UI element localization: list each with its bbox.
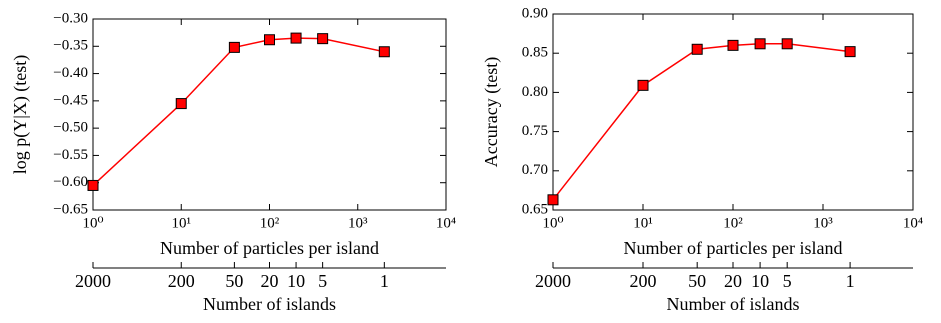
x2-tick-label: 1 [380, 271, 389, 291]
y-tick-label: 0.75 [522, 123, 548, 139]
x-tick-label: 10⁰ [82, 215, 103, 231]
x2-tick-label: 2000 [535, 271, 571, 291]
y-axis-label: log p(Y|X) (test) [10, 55, 31, 175]
data-marker [317, 33, 329, 45]
y-tick-label: −0.40 [53, 65, 88, 81]
x2-tick-label: 200 [168, 271, 195, 291]
x2-tick-label: 10 [287, 271, 305, 291]
data-marker [691, 43, 703, 55]
data-marker [844, 46, 856, 58]
y-tick-label: 0.70 [522, 162, 548, 178]
x-tick-label: 10³ [348, 215, 368, 231]
x-tick-label: 10² [260, 215, 280, 231]
x2-tick-label: 50 [225, 271, 243, 291]
x2-tick-label: 50 [688, 271, 706, 291]
data-marker [754, 38, 766, 50]
y-tick-label: −0.35 [53, 38, 88, 54]
x-tick-label: 10⁴ [903, 215, 923, 231]
y-tick-label: 0.65 [522, 201, 548, 217]
x2-axis-label: Number of islands [203, 294, 336, 314]
x2-tick-label: 20 [724, 271, 742, 291]
y-tick-label: 0.85 [522, 45, 548, 61]
x2-axis-label: Number of islands [667, 294, 800, 314]
y-tick-label: −0.45 [53, 92, 88, 108]
data-marker [290, 32, 302, 44]
x-tick-label: 10³ [813, 215, 833, 231]
data-marker [87, 179, 99, 191]
x2-tick-label: 5 [783, 271, 792, 291]
y-tick-label: −0.30 [53, 10, 88, 26]
data-line [92, 37, 385, 186]
data-marker [781, 38, 793, 50]
y-tick-label: −0.60 [53, 174, 88, 190]
data-marker [175, 98, 187, 110]
y-tick-label: 0.80 [522, 84, 548, 100]
data-marker [727, 39, 739, 51]
x2-tick-label: 5 [318, 271, 327, 291]
y-axis-label: Accuracy (test) [481, 57, 502, 167]
y-tick-label: −0.50 [53, 120, 88, 136]
x2-tick-label: 20 [261, 271, 279, 291]
x2-tick-label: 10 [751, 271, 769, 291]
y-tick-label: −0.65 [53, 201, 88, 217]
x2-tick-label: 2000 [75, 271, 111, 291]
x-tick-label: 10¹ [633, 215, 653, 231]
x2-tick-label: 1 [846, 271, 855, 291]
data-marker [378, 46, 390, 58]
y-tick-label: −0.55 [53, 147, 88, 163]
x-tick-label: 10¹ [172, 215, 192, 231]
x-axis-label: Number of particles per island [160, 238, 379, 258]
x2-tick-label: 200 [630, 271, 657, 291]
x-tick-label: 10⁰ [542, 215, 563, 231]
data-line [552, 43, 851, 201]
x-tick-label: 10⁴ [436, 215, 456, 231]
data-marker [228, 41, 240, 53]
x-tick-label: 10² [723, 215, 743, 231]
data-marker [637, 79, 649, 91]
data-marker [264, 34, 275, 46]
plot-frame [92, 18, 447, 211]
data-marker [547, 194, 559, 206]
y-tick-label: 0.90 [522, 5, 548, 21]
x-axis-label: Number of particles per island [624, 238, 843, 258]
